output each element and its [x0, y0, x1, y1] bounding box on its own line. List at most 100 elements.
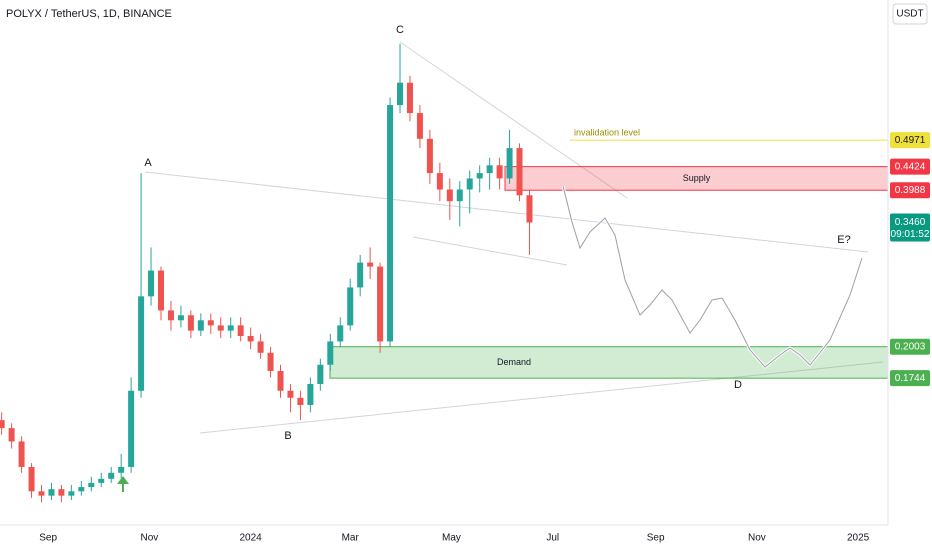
candle-body — [18, 441, 25, 467]
signal-arrow — [117, 476, 129, 492]
candle-body — [138, 296, 145, 391]
x-tick-label: Jul — [546, 533, 559, 544]
candle-body — [227, 325, 234, 331]
candle-body — [28, 466, 35, 492]
candle-body — [8, 428, 15, 442]
x-tick-label: Nov — [140, 533, 158, 544]
price-label: 0.4424 — [895, 161, 926, 172]
candle-body — [68, 491, 75, 496]
wave-label: A — [144, 157, 152, 169]
candle-body — [197, 320, 204, 331]
price-label-box — [890, 370, 930, 387]
candle-body — [436, 173, 443, 190]
candle-body — [78, 487, 85, 492]
price-label-box — [890, 158, 930, 175]
candle-body — [217, 325, 224, 331]
price-label: 0.3988 — [895, 185, 926, 196]
trend-line — [412, 236, 568, 266]
candle-body — [466, 178, 473, 190]
candle-body — [118, 466, 125, 473]
trend-line — [199, 361, 884, 434]
price-label-box — [890, 182, 930, 199]
candle-body — [167, 310, 174, 321]
wave-label: D — [734, 379, 742, 391]
candle-body — [88, 482, 95, 488]
candle-body — [337, 325, 344, 342]
trend-line — [399, 41, 628, 199]
x-tick-label: 2025 — [847, 533, 870, 544]
candle-body — [397, 82, 404, 106]
projection-path-edge — [562, 185, 863, 368]
candle-body — [526, 195, 533, 223]
candle-body — [317, 364, 324, 384]
candle-body — [38, 491, 45, 496]
candle-body — [207, 320, 214, 326]
candle-body — [506, 148, 513, 179]
currency-button[interactable] — [892, 3, 928, 25]
candle-body — [367, 262, 374, 267]
candle-body — [347, 287, 354, 326]
candle-body — [416, 113, 423, 139]
last-price: 0.3460 — [895, 217, 926, 228]
price-label: 0.4971 — [895, 135, 926, 146]
candle-body — [148, 270, 155, 297]
candle-body — [267, 352, 274, 371]
candle-body — [426, 138, 433, 174]
candle-body — [287, 390, 294, 398]
x-tick-label: Sep — [647, 533, 665, 544]
trend-line — [144, 171, 869, 253]
price-label: 0.1744 — [895, 373, 926, 384]
currency[interactable]: USDT — [896, 9, 923, 20]
candle-body — [247, 335, 254, 342]
candle-body — [257, 341, 264, 353]
chart-title: POLYX / TetherUS, 1D, BINANCE — [6, 8, 172, 20]
candle-body — [446, 189, 453, 202]
price-label: 0.2003 — [895, 341, 926, 352]
wave-label: C — [396, 24, 404, 36]
x-tick-label: Sep — [39, 533, 57, 544]
candle-body — [357, 262, 364, 288]
price-label-box — [890, 132, 930, 149]
candle-body — [456, 189, 463, 202]
candle-body — [496, 165, 503, 179]
x-tick-label: 2024 — [240, 533, 263, 544]
level-label: invalidation level — [574, 128, 640, 138]
candle-body — [406, 82, 413, 114]
candle-body — [98, 478, 105, 483]
candle-body — [237, 325, 244, 336]
overlay: A B C D E? — [117, 24, 864, 492]
candle-body — [108, 472, 115, 479]
zone-label: Demand — [497, 357, 531, 367]
candle-body — [486, 165, 493, 174]
candle-body — [387, 105, 394, 342]
zone — [329, 346, 889, 379]
x-tick-label: Mar — [342, 533, 360, 544]
candle-body — [516, 148, 523, 196]
x-tick-label: May — [442, 533, 461, 544]
candle-body — [158, 270, 165, 311]
price-axis: 0.4971 0.4424 0.3988 0.2003 0.1744 0.346009:0… — [890, 132, 930, 387]
candle-body — [48, 489, 55, 496]
drawings: Supply Demand invalidation level — [144, 41, 889, 434]
candle-body — [307, 383, 314, 405]
candle-body — [177, 315, 184, 321]
price-axis-bg — [888, 0, 932, 550]
candle-body — [327, 341, 334, 365]
candle-body — [187, 315, 194, 331]
candle-body — [277, 370, 284, 391]
candle-body — [377, 266, 384, 342]
price-label-box — [890, 338, 930, 355]
candle-body — [0, 420, 5, 429]
candle-body — [476, 173, 483, 179]
last-price-box — [890, 213, 930, 242]
zone-label: Supply — [683, 173, 711, 183]
candle-body — [297, 397, 304, 405]
candle-body — [128, 390, 135, 467]
x-tick-label: Nov — [748, 533, 766, 544]
wave-label: E? — [837, 234, 850, 246]
candles — [0, 43, 533, 503]
candle-body — [58, 489, 65, 496]
